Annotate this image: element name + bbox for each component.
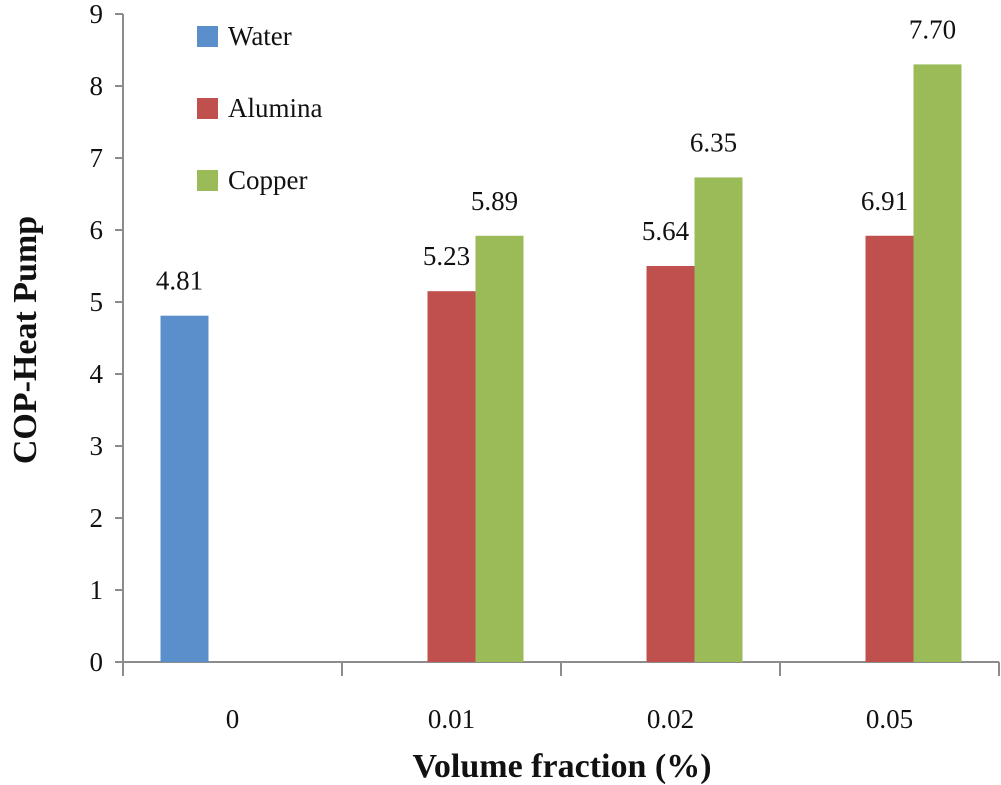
y-tick-label: 8	[90, 71, 104, 101]
y-tick-label: 9	[90, 0, 104, 29]
x-axis-title: Volume fraction (%)	[412, 748, 711, 785]
data-label-copper-0-01: 5.89	[471, 186, 518, 216]
legend-swatch-water	[197, 26, 218, 47]
x-tick-label: 0.01	[428, 704, 475, 734]
y-tick-label: 3	[90, 431, 104, 461]
bar-alumina-0-01	[427, 291, 476, 662]
data-label-copper-0-05: 7.70	[909, 14, 956, 44]
legend-label-alumina: Alumina	[228, 93, 323, 123]
bar-alumina-0-05	[865, 235, 914, 662]
y-axis-title: COP-Heat Pump	[7, 216, 44, 464]
y-tick-label: 1	[90, 575, 104, 605]
y-tick-label: 7	[90, 143, 104, 173]
x-tick-label: 0	[226, 704, 240, 734]
legend-swatch-copper	[197, 170, 218, 191]
bar-water-0	[160, 315, 209, 662]
bar-copper-0-02	[694, 177, 743, 662]
bar-alumina-0-02	[646, 266, 695, 662]
data-label-copper-0-02: 6.35	[690, 127, 737, 157]
legend-label-copper: Copper	[228, 165, 307, 195]
legend-swatch-alumina	[197, 98, 218, 119]
y-tick-label: 2	[90, 503, 104, 533]
data-label-alumina-0-01: 5.23	[423, 241, 470, 271]
data-label-alumina-0-05: 6.91	[861, 186, 908, 216]
data-label-alumina-0-02: 5.64	[642, 216, 690, 246]
data-label-water-0: 4.81	[156, 266, 203, 296]
bar-copper-0-05	[913, 64, 962, 662]
y-tick-label: 0	[90, 647, 104, 677]
x-tick-label: 0.05	[866, 704, 913, 734]
y-tick-label: 4	[90, 359, 104, 389]
y-tick-label: 5	[90, 287, 104, 317]
bar-copper-0-01	[475, 235, 524, 662]
x-tick-label: 0.02	[647, 704, 694, 734]
y-tick-label: 6	[90, 215, 104, 245]
legend-label-water: Water	[228, 21, 292, 51]
